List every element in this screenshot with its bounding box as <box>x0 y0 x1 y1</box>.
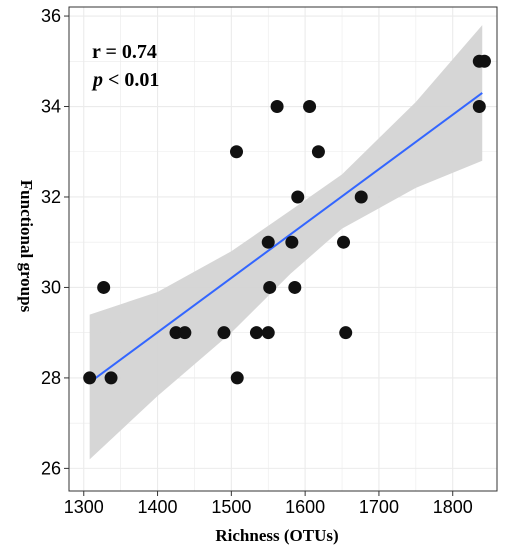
fit-line-group <box>89 92 483 384</box>
x-tick-label: 1800 <box>433 497 473 517</box>
y-tick-label: 28 <box>41 368 61 388</box>
x-tick-label: 1700 <box>359 497 399 517</box>
y-tick-label: 30 <box>41 277 61 297</box>
x-tick-label: 1300 <box>64 497 104 517</box>
x-tick-label: 1500 <box>211 497 251 517</box>
p-value-label: p < 0.01 <box>91 69 159 91</box>
data-point <box>311 145 325 159</box>
y-tick-label: 26 <box>41 458 61 478</box>
ticks-group: 1300 1400 1500 1600 1700 1800 26 28 30 32 34 36 <box>41 6 473 517</box>
p-value-text: < 0.01 <box>103 69 159 91</box>
data-point <box>261 326 275 340</box>
data-point <box>104 371 118 385</box>
data-point <box>230 371 244 385</box>
y-tick-label: 34 <box>41 97 61 117</box>
regression-line <box>89 92 483 384</box>
data-point <box>288 280 302 294</box>
data-point <box>354 190 368 204</box>
x-axis-title: Richness (OTUs) <box>215 526 338 545</box>
data-point <box>337 235 351 249</box>
y-tick-label: 36 <box>41 6 61 26</box>
data-point <box>285 235 299 249</box>
data-point <box>270 100 284 114</box>
data-point <box>261 235 275 249</box>
data-point <box>230 145 244 159</box>
data-point <box>97 280 111 294</box>
data-point <box>217 326 231 340</box>
data-point <box>303 100 317 114</box>
data-point <box>83 371 97 385</box>
plot-frame <box>68 6 498 492</box>
p-symbol: p <box>91 69 103 91</box>
y-tick-label: 32 <box>41 187 61 207</box>
data-point <box>263 280 277 294</box>
data-point <box>249 326 263 340</box>
data-point <box>472 100 486 114</box>
data-point <box>291 190 305 204</box>
data-point <box>477 54 491 68</box>
data-point <box>178 326 192 340</box>
y-axis-title: Functional groups <box>17 180 36 313</box>
correlation-label: r = 0.74 <box>92 41 157 63</box>
x-tick-label: 1600 <box>285 497 325 517</box>
x-tick-label: 1400 <box>138 497 178 517</box>
points-group <box>83 54 491 385</box>
data-point <box>339 326 353 340</box>
